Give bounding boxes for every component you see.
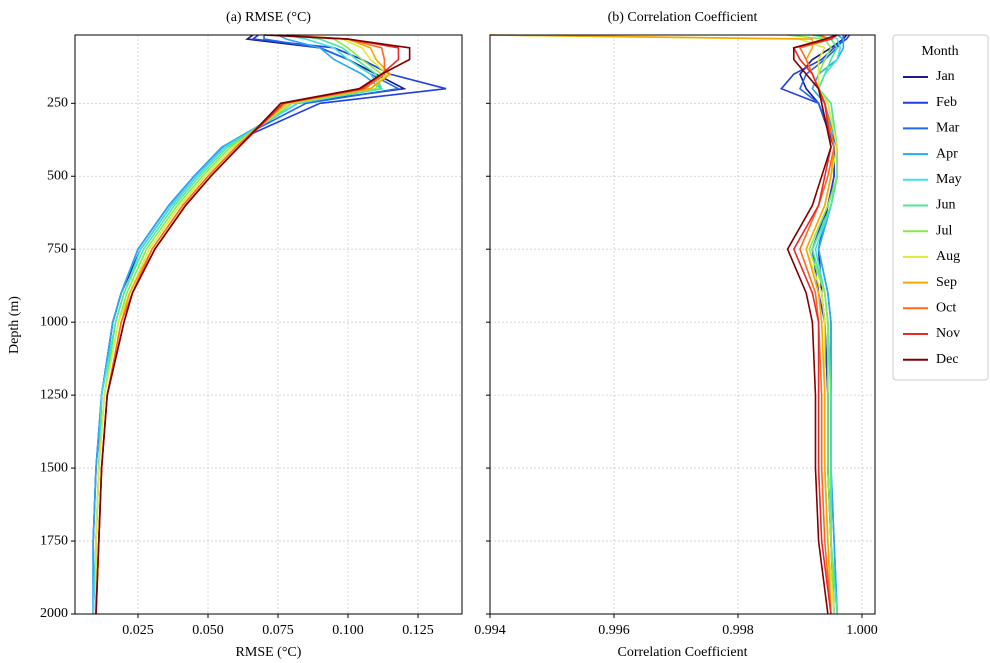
series-line [95, 34, 389, 614]
y-tick-label: 250 [47, 96, 68, 111]
x-tick-label: 0.050 [192, 623, 224, 638]
series-line [95, 34, 383, 614]
plot-frame [74, 34, 463, 615]
x-axis-label: RMSE (°C) [236, 645, 302, 660]
legend-box [892, 34, 989, 381]
series-line [798, 34, 835, 615]
series-line [786, 34, 838, 615]
series-line [95, 34, 392, 615]
x-tick-label: 0.998 [722, 623, 754, 638]
x-axis-label: Correlation Coefficient [618, 645, 748, 660]
y-tick-label: 2000 [40, 606, 68, 621]
y-tick-label: 500 [47, 168, 68, 183]
x-tick-label: 0.125 [402, 623, 434, 638]
legend-label: Jan [936, 69, 955, 84]
chart-title: (b) Correlation Coefficient [608, 10, 758, 25]
series-line [780, 34, 851, 615]
y-tick-label: 750 [47, 241, 68, 256]
series-line [799, 34, 848, 615]
plot-frame [489, 34, 876, 615]
y-axis-label: Depth (m) [7, 296, 22, 354]
x-tick-label: 0.996 [598, 623, 630, 638]
series-line [95, 34, 411, 615]
series-line [95, 34, 400, 615]
series-line [92, 34, 407, 615]
series-line [95, 34, 386, 615]
legend-label: Dec [936, 352, 959, 367]
legend-label: Apr [936, 146, 958, 161]
y-tick-label: 1750 [40, 533, 68, 548]
y-tick-label: 1000 [40, 314, 68, 329]
x-tick-label: 0.994 [474, 623, 506, 638]
series-line [92, 34, 384, 615]
series-line [92, 35, 401, 614]
legend-label: Nov [936, 326, 960, 341]
series-line [787, 34, 838, 615]
legend-label: Oct [936, 301, 956, 316]
series-line [489, 34, 838, 615]
y-tick-label: 1250 [40, 387, 68, 402]
legend-label: Jun [936, 198, 955, 213]
legend-label: Aug [936, 249, 960, 264]
x-tick-label: 0.025 [122, 623, 154, 638]
legend-label: Feb [936, 95, 957, 110]
legend-label: Mar [936, 121, 960, 136]
series-line [792, 34, 838, 615]
x-tick-label: 1.000 [846, 623, 878, 638]
y-tick-label: 1500 [40, 460, 68, 475]
legend-label: Sep [936, 275, 957, 290]
legend-label: Jul [936, 223, 952, 238]
legend-label: May [936, 172, 962, 187]
series-line [95, 34, 383, 614]
x-tick-label: 0.100 [332, 623, 364, 638]
series-line [92, 34, 384, 614]
legend-title: Month [921, 44, 958, 59]
chart-title: (a) RMSE (°C) [226, 10, 311, 25]
x-tick-label: 0.075 [262, 623, 294, 638]
series-line [489, 34, 835, 615]
